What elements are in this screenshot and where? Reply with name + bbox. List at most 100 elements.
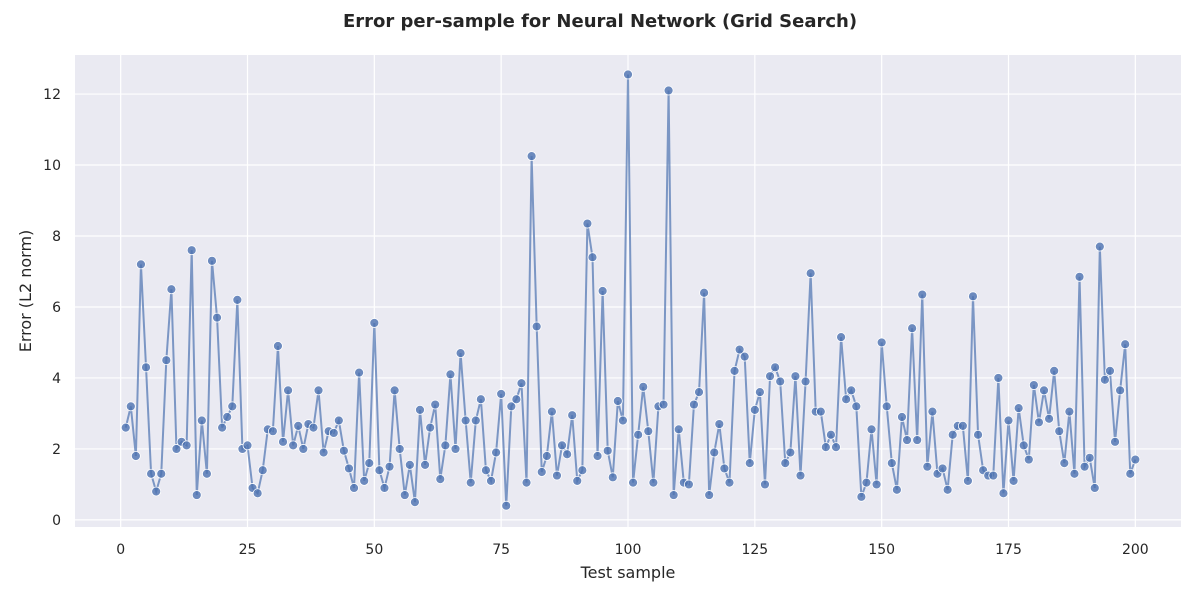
data-point: [267, 426, 278, 437]
data-point: [729, 365, 740, 376]
data-point: [719, 463, 730, 474]
data-point: [1039, 385, 1049, 396]
data-point: [785, 447, 796, 458]
data-point: [831, 442, 841, 453]
data-point: [120, 422, 131, 433]
data-point: [146, 468, 157, 479]
grid: [75, 55, 1181, 527]
data-point: [917, 289, 928, 300]
data-point: [1115, 385, 1126, 396]
data-point: [607, 472, 618, 483]
data-point: [191, 490, 202, 500]
data-point: [724, 477, 735, 488]
data-point: [1059, 458, 1070, 469]
data-point: [161, 355, 172, 366]
data-point: [379, 483, 390, 493]
data-point: [902, 435, 912, 445]
data-point: [643, 426, 654, 437]
data-point: [881, 401, 892, 412]
data-point: [435, 474, 446, 484]
data-point: [399, 490, 410, 500]
data-point: [907, 323, 918, 334]
x-tick-label: 25: [239, 542, 257, 558]
x-tick-label: 50: [365, 542, 383, 558]
data-point: [942, 484, 953, 495]
data-point: [963, 475, 973, 486]
data-point: [1064, 406, 1075, 417]
data-point: [420, 459, 430, 470]
data-point: [212, 312, 222, 323]
data-point: [141, 362, 151, 373]
data-point: [734, 344, 745, 355]
y-tick-label: 4: [52, 371, 61, 387]
y-tick-label: 8: [52, 229, 61, 245]
data-point: [1105, 365, 1115, 376]
data-point: [369, 318, 380, 328]
data-point: [1074, 271, 1085, 282]
data-point: [440, 440, 451, 451]
data-point: [988, 470, 999, 481]
data-point: [760, 479, 770, 490]
data-point: [912, 435, 923, 445]
data-point: [511, 394, 522, 405]
data-point: [181, 440, 192, 451]
data-point: [993, 373, 1004, 383]
data-point: [481, 465, 491, 476]
data-point: [628, 477, 638, 488]
data-point: [273, 341, 283, 351]
x-tick-label: 0: [116, 542, 125, 558]
data-point: [1049, 365, 1060, 376]
data-point: [1084, 452, 1095, 463]
data-point: [460, 415, 471, 426]
data-point: [125, 401, 136, 412]
x-tick-label: 100: [615, 542, 642, 558]
data-point: [775, 376, 786, 387]
data-point: [130, 451, 141, 461]
data-point: [491, 447, 501, 458]
data-point: [567, 410, 578, 421]
data-point: [577, 465, 588, 476]
data-point: [242, 440, 253, 451]
data-point: [501, 500, 512, 511]
data-point: [475, 394, 486, 405]
data-point: [663, 85, 674, 96]
data-point: [308, 422, 319, 433]
data-point: [800, 376, 811, 387]
data-point: [171, 444, 182, 454]
data-point: [425, 422, 436, 433]
data-point: [815, 406, 826, 417]
data-point: [755, 387, 765, 398]
data-point: [673, 424, 684, 435]
data-point: [531, 321, 542, 332]
data-point: [278, 436, 288, 447]
data-point: [516, 378, 527, 389]
data-point: [546, 406, 557, 417]
data-point: [227, 401, 238, 412]
data-point: [739, 351, 750, 362]
data-point: [1079, 461, 1090, 472]
data-point: [1018, 440, 1029, 451]
data-point: [886, 458, 897, 469]
data-point: [683, 479, 694, 490]
data-point: [445, 369, 456, 380]
data-point: [572, 475, 583, 486]
chart-title: Error per-sample for Neural Network (Gri…: [343, 11, 857, 32]
x-tick-label: 150: [868, 542, 895, 558]
data-point: [927, 406, 938, 417]
data-point: [851, 401, 862, 412]
data-point: [541, 451, 552, 461]
data-point: [252, 488, 263, 499]
data-point: [521, 477, 532, 488]
data-point: [623, 69, 633, 80]
data-point: [602, 445, 613, 456]
data-point: [897, 412, 907, 422]
y-axis-label: Error (L2 norm): [16, 230, 35, 353]
data-point: [871, 479, 882, 490]
data-point: [709, 447, 720, 458]
data-point: [557, 440, 567, 451]
data-point: [592, 451, 603, 461]
data-point: [856, 491, 867, 502]
data-point: [1023, 454, 1034, 465]
data-point: [1034, 417, 1044, 428]
data-point: [587, 252, 598, 263]
